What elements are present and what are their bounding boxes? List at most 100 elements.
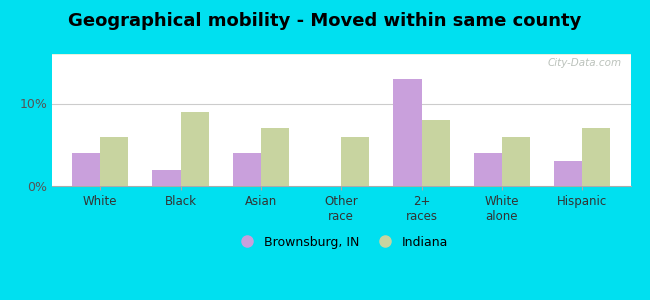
Bar bbox=[52, 54, 630, 55]
Bar bbox=[554, 161, 582, 186]
Bar bbox=[52, 54, 630, 55]
Bar bbox=[52, 54, 630, 55]
Bar bbox=[52, 54, 630, 55]
Bar bbox=[52, 54, 630, 55]
Bar bbox=[52, 54, 630, 55]
Bar bbox=[52, 54, 630, 55]
Bar bbox=[52, 54, 630, 55]
Bar bbox=[52, 54, 630, 55]
Bar bbox=[52, 54, 630, 55]
Bar bbox=[52, 54, 630, 55]
Bar bbox=[52, 54, 630, 55]
Bar bbox=[341, 136, 369, 186]
Bar bbox=[52, 54, 630, 55]
Bar bbox=[52, 54, 630, 55]
Bar bbox=[52, 54, 630, 55]
Bar bbox=[233, 153, 261, 186]
Bar bbox=[52, 54, 630, 55]
Bar bbox=[52, 54, 630, 55]
Bar bbox=[52, 54, 630, 55]
Bar bbox=[52, 54, 630, 55]
Bar bbox=[52, 54, 630, 55]
Bar bbox=[52, 54, 630, 55]
Bar bbox=[52, 54, 630, 55]
Bar bbox=[181, 112, 209, 186]
Bar bbox=[52, 54, 630, 55]
Bar bbox=[52, 54, 630, 55]
Bar bbox=[393, 79, 422, 186]
Bar bbox=[52, 54, 630, 55]
Bar bbox=[52, 54, 630, 55]
Bar bbox=[52, 54, 630, 55]
Bar bbox=[582, 128, 610, 186]
Bar bbox=[72, 153, 100, 186]
Bar bbox=[52, 54, 630, 55]
Bar bbox=[52, 54, 630, 55]
Bar bbox=[52, 54, 630, 55]
Bar bbox=[52, 54, 630, 55]
Bar bbox=[52, 54, 630, 55]
Bar bbox=[52, 54, 630, 55]
Bar bbox=[52, 54, 630, 55]
Bar bbox=[52, 54, 630, 55]
Bar bbox=[52, 54, 630, 55]
Bar bbox=[52, 54, 630, 55]
Bar bbox=[52, 54, 630, 55]
Bar bbox=[52, 54, 630, 55]
Bar bbox=[52, 54, 630, 55]
Bar bbox=[52, 54, 630, 55]
Bar bbox=[52, 54, 630, 55]
Bar bbox=[52, 54, 630, 55]
Bar bbox=[52, 54, 630, 55]
Bar bbox=[52, 54, 630, 55]
Bar bbox=[52, 54, 630, 55]
Bar bbox=[52, 54, 630, 55]
Bar bbox=[52, 54, 630, 55]
Bar bbox=[52, 54, 630, 55]
Bar bbox=[52, 54, 630, 55]
Bar bbox=[52, 54, 630, 55]
Bar bbox=[52, 54, 630, 55]
Bar bbox=[52, 54, 630, 55]
Bar bbox=[153, 169, 181, 186]
Bar bbox=[52, 54, 630, 55]
Bar bbox=[52, 54, 630, 55]
Bar bbox=[100, 136, 128, 186]
Bar bbox=[52, 54, 630, 55]
Bar bbox=[52, 54, 630, 55]
Bar bbox=[52, 54, 630, 55]
Bar bbox=[52, 54, 630, 55]
Bar bbox=[52, 54, 630, 55]
Bar bbox=[52, 54, 630, 55]
Bar bbox=[52, 54, 630, 55]
Bar bbox=[52, 54, 630, 55]
Bar bbox=[52, 54, 630, 55]
Bar bbox=[52, 54, 630, 55]
Bar bbox=[52, 54, 630, 55]
Bar bbox=[52, 54, 630, 55]
Bar bbox=[52, 54, 630, 55]
Bar bbox=[52, 54, 630, 55]
Bar bbox=[52, 54, 630, 55]
Bar bbox=[52, 54, 630, 55]
Bar bbox=[52, 54, 630, 55]
Bar bbox=[52, 54, 630, 55]
Bar bbox=[52, 54, 630, 55]
Bar bbox=[52, 54, 630, 55]
Bar bbox=[52, 54, 630, 55]
Bar bbox=[52, 54, 630, 55]
Bar bbox=[52, 54, 630, 55]
Bar bbox=[52, 54, 630, 55]
Bar bbox=[52, 54, 630, 55]
Bar bbox=[52, 54, 630, 55]
Bar bbox=[52, 54, 630, 55]
Bar bbox=[52, 54, 630, 55]
Bar bbox=[52, 54, 630, 55]
Bar bbox=[474, 153, 502, 186]
Bar bbox=[52, 54, 630, 55]
Bar bbox=[52, 54, 630, 55]
Bar bbox=[52, 54, 630, 55]
Bar bbox=[52, 54, 630, 55]
Bar bbox=[52, 54, 630, 55]
Bar bbox=[52, 54, 630, 55]
